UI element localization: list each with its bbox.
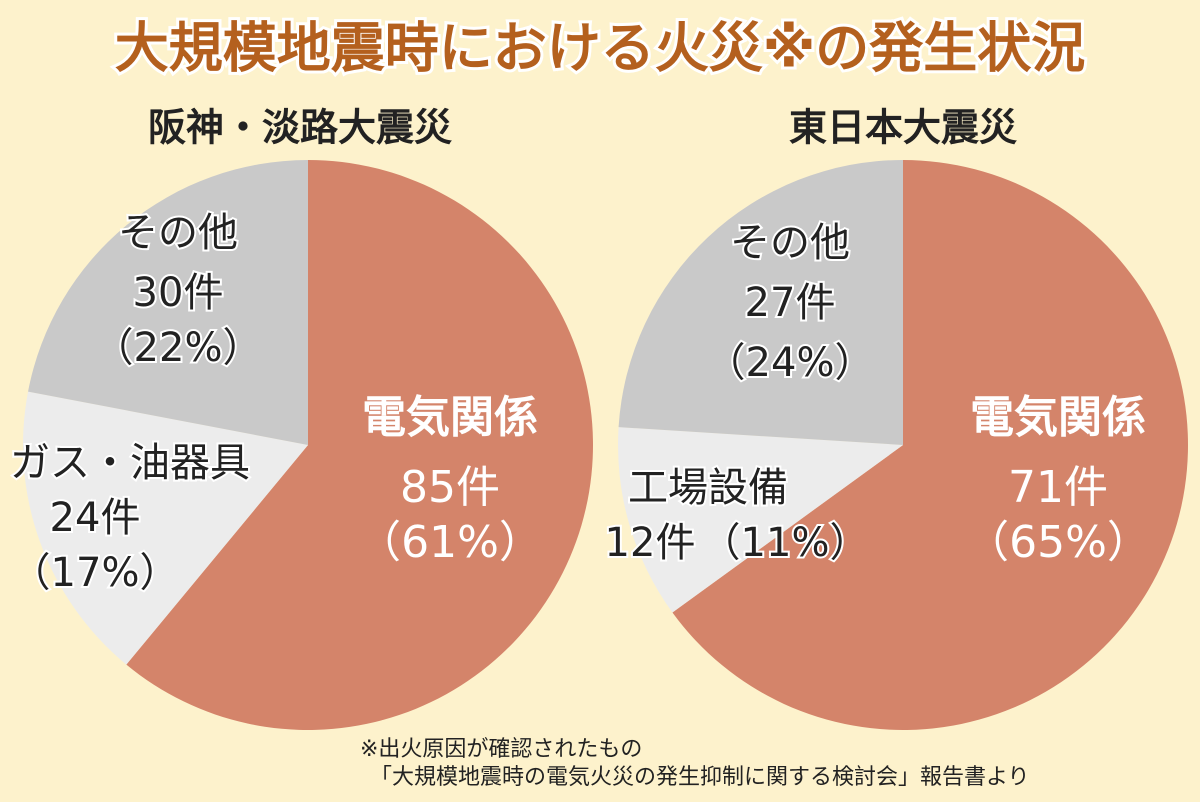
pie-slice [28, 160, 309, 445]
value-label: （65%） [965, 517, 1151, 568]
pie-slice [672, 160, 1188, 730]
pie-slice [126, 160, 593, 730]
pie-title: 阪神・淡路大震災 [148, 106, 452, 150]
note: ※出火原因が確認されたもの [360, 737, 642, 762]
pie-slice [617, 427, 903, 613]
count-label: 27件 [745, 280, 836, 326]
value-label: （17%） [11, 550, 180, 596]
count-label: 24件 [50, 495, 141, 541]
slice-label: ガス・油器具 [10, 440, 250, 486]
pie-title: 東日本大震災 [789, 106, 1017, 150]
pie-slice [618, 160, 903, 445]
count-label: 85件 [400, 462, 500, 513]
pie-slice [22, 391, 308, 665]
count-label: 71件 [1008, 462, 1108, 513]
count-label: 12件 [605, 520, 696, 566]
slice-label: その他 [118, 210, 238, 256]
value-label: （24%） [706, 340, 875, 386]
slice-label: 電気関係 [362, 392, 538, 443]
slice-label: 電気関係 [970, 392, 1146, 443]
count-label: 30件 [133, 270, 224, 316]
page-title: 大規模地震時における火災※の発生状況 [115, 17, 1086, 80]
slice-label: 工場設備 [628, 465, 788, 511]
value-label: （22%） [94, 325, 263, 371]
note: 「大規模地震時の電気火災の発生抑制に関する検討会」報告書より [370, 765, 1030, 790]
value-label: （11%） [701, 520, 870, 566]
slice-label: その他 [730, 220, 850, 266]
value-label: （61%） [357, 517, 543, 568]
